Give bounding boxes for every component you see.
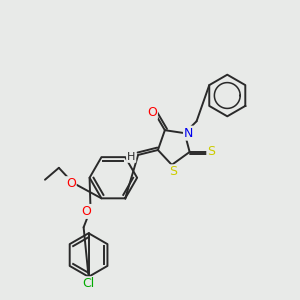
Text: H: H bbox=[127, 152, 135, 162]
Text: S: S bbox=[169, 165, 177, 178]
Text: N: N bbox=[184, 127, 193, 140]
Text: O: O bbox=[147, 106, 157, 119]
Text: O: O bbox=[82, 205, 92, 218]
Text: S: S bbox=[207, 146, 215, 158]
Text: Cl: Cl bbox=[82, 277, 95, 290]
Text: O: O bbox=[66, 177, 76, 190]
